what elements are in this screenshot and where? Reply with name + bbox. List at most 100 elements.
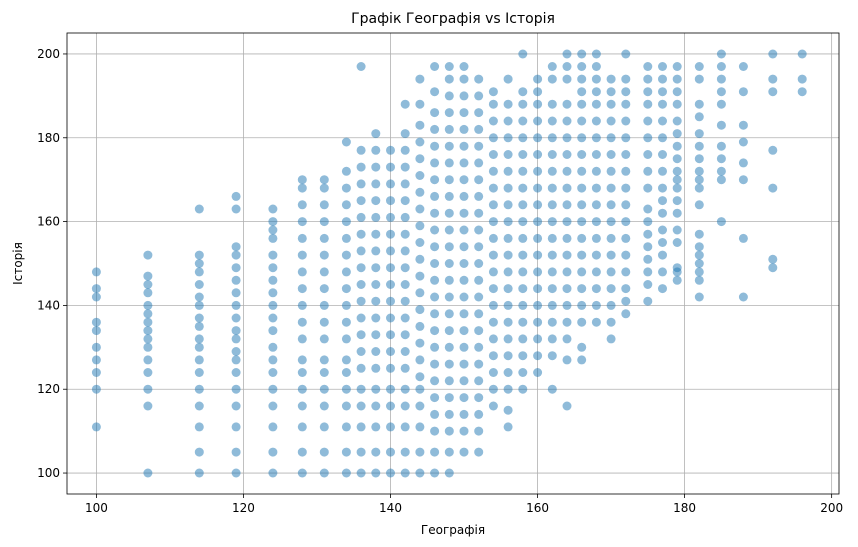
data-point	[738, 120, 748, 130]
data-point	[386, 330, 395, 340]
data-point	[518, 49, 528, 59]
data-point	[518, 150, 528, 159]
data-point	[606, 334, 616, 344]
data-point	[231, 288, 241, 298]
data-point	[643, 254, 653, 264]
data-point	[194, 321, 204, 331]
data-point	[694, 154, 704, 164]
data-point	[518, 133, 528, 143]
data-point	[577, 74, 587, 84]
data-point	[297, 384, 307, 394]
x-tick-label: 200	[820, 501, 843, 515]
data-point	[459, 393, 469, 403]
data-point	[503, 217, 513, 227]
data-point	[371, 363, 381, 373]
data-point	[533, 116, 543, 126]
data-point	[797, 74, 807, 84]
data-point	[643, 87, 653, 97]
data-point	[386, 447, 395, 457]
data-point	[474, 141, 484, 151]
data-point	[643, 150, 653, 159]
data-point	[356, 162, 366, 172]
data-point	[562, 233, 572, 243]
data-point	[143, 401, 153, 411]
y-tick-label: 160	[37, 215, 60, 229]
data-point	[415, 204, 425, 214]
data-point	[518, 384, 528, 394]
data-point	[606, 87, 616, 97]
data-point	[430, 359, 440, 369]
data-point	[297, 200, 307, 210]
data-point	[341, 368, 351, 377]
data-point	[503, 99, 513, 109]
y-tick-label: 100	[37, 466, 60, 480]
data-point	[503, 74, 513, 84]
data-point	[488, 166, 498, 176]
data-point	[606, 267, 616, 277]
data-point	[341, 284, 351, 294]
data-point	[371, 330, 381, 340]
data-point	[459, 426, 469, 436]
data-point	[400, 263, 410, 273]
data-point	[194, 447, 204, 457]
data-point	[91, 292, 101, 302]
x-tick-label: 140	[379, 501, 402, 515]
data-point	[444, 124, 454, 134]
data-point	[319, 447, 329, 457]
data-point	[533, 74, 543, 84]
data-point	[319, 284, 329, 294]
data-point	[356, 179, 366, 189]
data-point	[459, 225, 469, 235]
data-point	[319, 468, 329, 478]
data-point	[474, 275, 484, 285]
data-point	[474, 259, 484, 268]
data-point	[503, 384, 513, 394]
data-point	[143, 384, 153, 394]
data-point	[194, 342, 204, 352]
data-point	[268, 204, 278, 214]
y-tick-label: 140	[37, 298, 60, 312]
data-point	[459, 326, 469, 336]
data-point	[738, 62, 748, 71]
data-point	[400, 401, 410, 411]
data-point	[459, 74, 469, 84]
data-point	[533, 317, 543, 327]
data-point	[356, 447, 366, 457]
data-point	[658, 133, 667, 143]
data-point	[621, 217, 631, 227]
data-point	[231, 368, 241, 377]
data-point	[518, 334, 528, 344]
data-point	[400, 229, 410, 239]
data-point	[386, 179, 395, 189]
data-point	[518, 200, 528, 210]
data-point	[738, 292, 748, 302]
data-point	[643, 183, 653, 193]
data-point	[231, 468, 241, 478]
data-point	[503, 405, 513, 415]
data-point	[533, 150, 543, 159]
data-point	[533, 300, 543, 310]
data-point	[268, 313, 278, 323]
data-point	[231, 355, 241, 365]
data-point	[341, 334, 351, 344]
data-point	[672, 166, 682, 176]
x-tick-label: 180	[673, 501, 696, 515]
data-point	[694, 200, 704, 210]
data-point	[400, 296, 410, 306]
data-point	[518, 284, 528, 294]
data-point	[503, 334, 513, 344]
data-point	[591, 300, 601, 310]
data-point	[268, 233, 278, 243]
data-point	[591, 87, 601, 97]
data-point	[533, 334, 543, 344]
data-point	[547, 166, 557, 176]
data-point	[415, 288, 425, 298]
x-tick-label: 100	[85, 501, 108, 515]
data-point	[474, 393, 484, 403]
data-point	[503, 351, 513, 361]
data-point	[694, 166, 704, 176]
data-point	[606, 133, 616, 143]
data-point	[297, 233, 307, 243]
data-point	[430, 393, 440, 403]
data-point	[341, 447, 351, 457]
